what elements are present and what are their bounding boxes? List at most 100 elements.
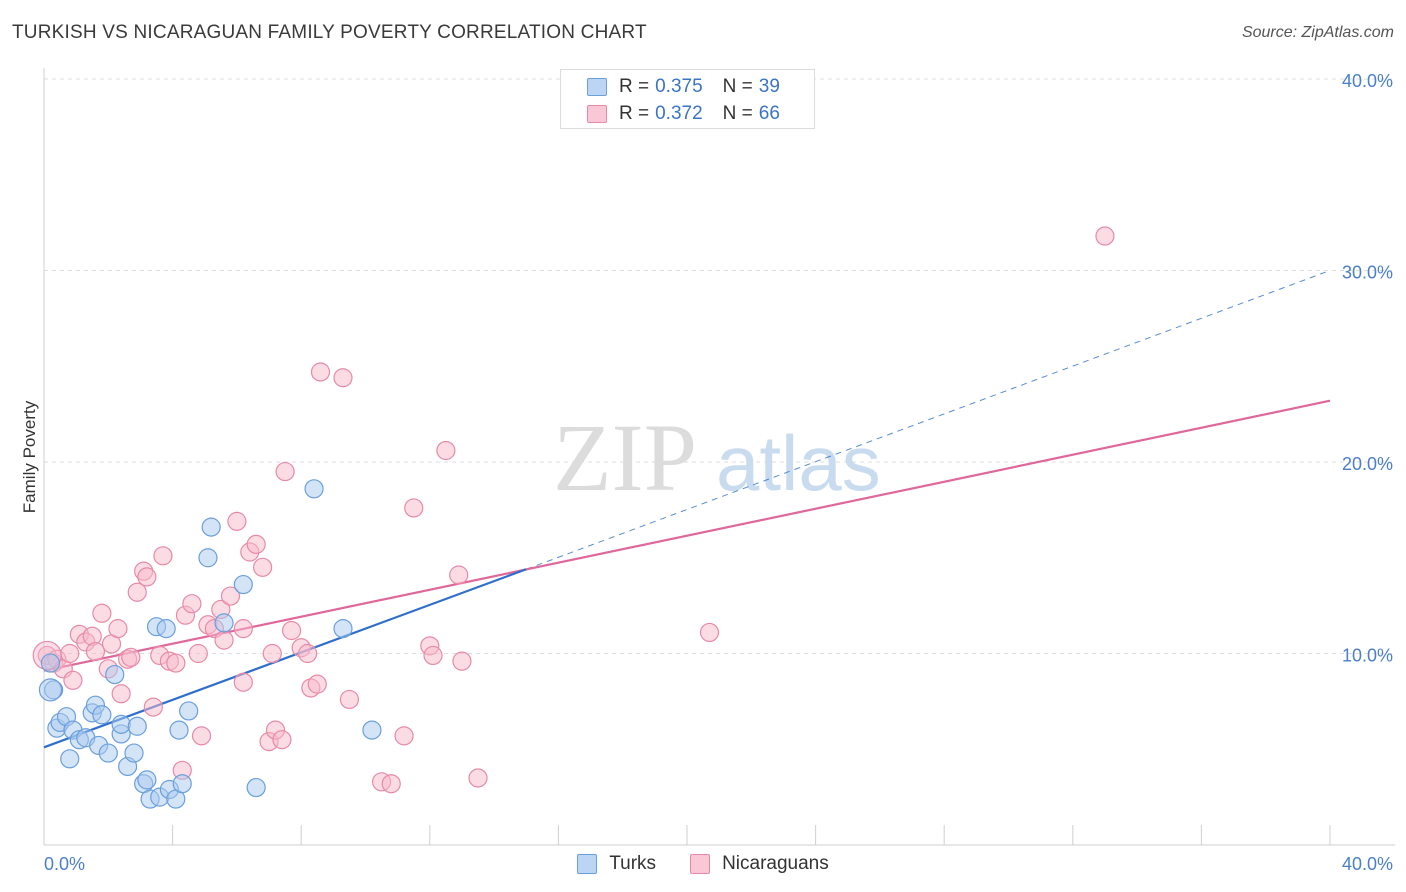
turks-point [304,479,324,499]
nicaraguans-point [699,622,720,643]
turks-point [172,774,192,794]
turks-point [169,720,189,740]
correlation-legend: R = 0.375 N = 39 R = 0.372 N = 66 [560,69,815,129]
legend-r-value: 0.375 [655,76,703,97]
nicaraguans-point [220,586,241,606]
turks-point [246,777,266,798]
tick-labels: 10.0% 20.0% 30.0% 40.0% 0.0% 40.0% [44,71,1393,874]
nicaraguans-point [452,651,472,671]
nicaraguans-point [153,546,173,566]
turks-point [233,574,253,595]
turks-point [333,619,353,639]
y-tick-label: 30.0% [1342,263,1393,283]
nicaraguans-point [307,674,327,694]
watermark-zip: ZIP [553,404,697,511]
nicaraguans-point [272,730,292,750]
nicaraguans-point [60,643,80,664]
nicaraguans-point [137,567,157,587]
turks-points [38,479,382,809]
turks-point [60,749,80,769]
nicaraguans-point [449,565,469,585]
nicaraguans-point [436,440,456,461]
nicaraguans-point [143,697,163,717]
legend-r-value: 0.372 [655,103,703,124]
turks-point [179,701,199,721]
chart-title: TURKISH VS NICARAGUAN FAMILY POVERTY COR… [12,22,647,43]
legend-row-turks: R = 0.375 N = 39 [587,74,780,100]
turks-point-large [38,678,63,702]
turks-point [198,548,218,568]
nicaraguans-point [85,641,106,662]
nicaraguans-point [253,557,273,577]
turks-point [92,705,112,725]
legend-item-turks[interactable]: Turks [577,853,656,875]
nicaraguans-point [262,643,282,664]
nicaraguans-point [246,534,266,554]
nicaraguans-point [108,619,128,639]
legend-swatch-nicaraguans [587,105,607,123]
y-tick-label: 10.0% [1342,646,1393,666]
nicaraguans-point [227,511,247,531]
nicaraguans-point [191,726,212,746]
nicaraguans-point [281,620,302,641]
watermark-atlas: atlas [716,419,881,507]
nicaraguans-point [298,643,318,664]
nicaraguans-point [127,582,147,602]
legend-r-label: R = [619,103,650,124]
nicaraguans-point [404,498,424,518]
legend-swatch-turks [577,854,598,874]
turks-point [137,770,157,790]
legend-row-nicaraguans: R = 0.372 N = 66 [587,101,780,127]
axes [43,68,1395,846]
grid-lines [44,78,1395,654]
source-label: Source: ZipAtlas.com [1241,24,1394,41]
turks-point [127,716,147,736]
turks-point [362,720,382,740]
turks-point [124,743,144,763]
nicaraguans-point [233,619,253,639]
nicaraguans-point [92,603,112,623]
legend-item-nicaraguans[interactable]: Nicaraguans [690,853,829,875]
turks-point [201,517,221,537]
legend-n-label: N = [722,76,753,97]
legend-n-label: N = [722,103,753,124]
nicaraguans-point [233,672,253,692]
legend-label-turks: Turks [609,853,657,874]
nicaraguans-point [333,368,353,388]
nicaraguans-point [214,630,234,650]
legend-r-label: R = [619,76,650,97]
legend-swatch-nicaraguans [690,854,711,874]
nicaraguans-point [111,684,131,704]
nicaraguans-point [275,461,295,482]
y-tick-label: 20.0% [1342,454,1393,474]
nicaraguans-point [339,689,360,710]
turks-point [105,664,125,685]
x-tick-label: 40.0% [1342,854,1393,874]
turks-point [98,743,118,763]
nicaraguans-point [63,670,83,690]
nicaraguans-point [468,768,488,788]
nicaraguans-point [188,643,208,664]
nicaraguans-point [381,774,401,794]
nicaraguans-point [166,653,186,673]
y-tick-label: 40.0% [1342,71,1393,91]
legend-n-value: 39 [758,76,780,97]
turks-point [40,653,61,673]
legend-n-value: 66 [758,103,780,124]
watermark: ZIP atlas [553,404,881,511]
series-legend: Turks Nicaraguans [0,850,1406,878]
turks-point [156,619,176,639]
nicaraguans-point [121,647,141,667]
nicaraguans-trend-line [43,399,1331,672]
nicaraguans-point [182,594,202,614]
nicaraguans-point [394,726,414,746]
x-tick-label: 0.0% [44,854,85,874]
legend-label-nicaraguans: Nicaraguans [722,853,829,874]
nicaraguans-point [1095,226,1115,246]
turks-point [111,714,131,734]
legend-swatch-turks [587,78,607,96]
nicaraguans-point [423,645,443,666]
nicaraguans-point [310,362,331,382]
turks-point [214,613,234,633]
